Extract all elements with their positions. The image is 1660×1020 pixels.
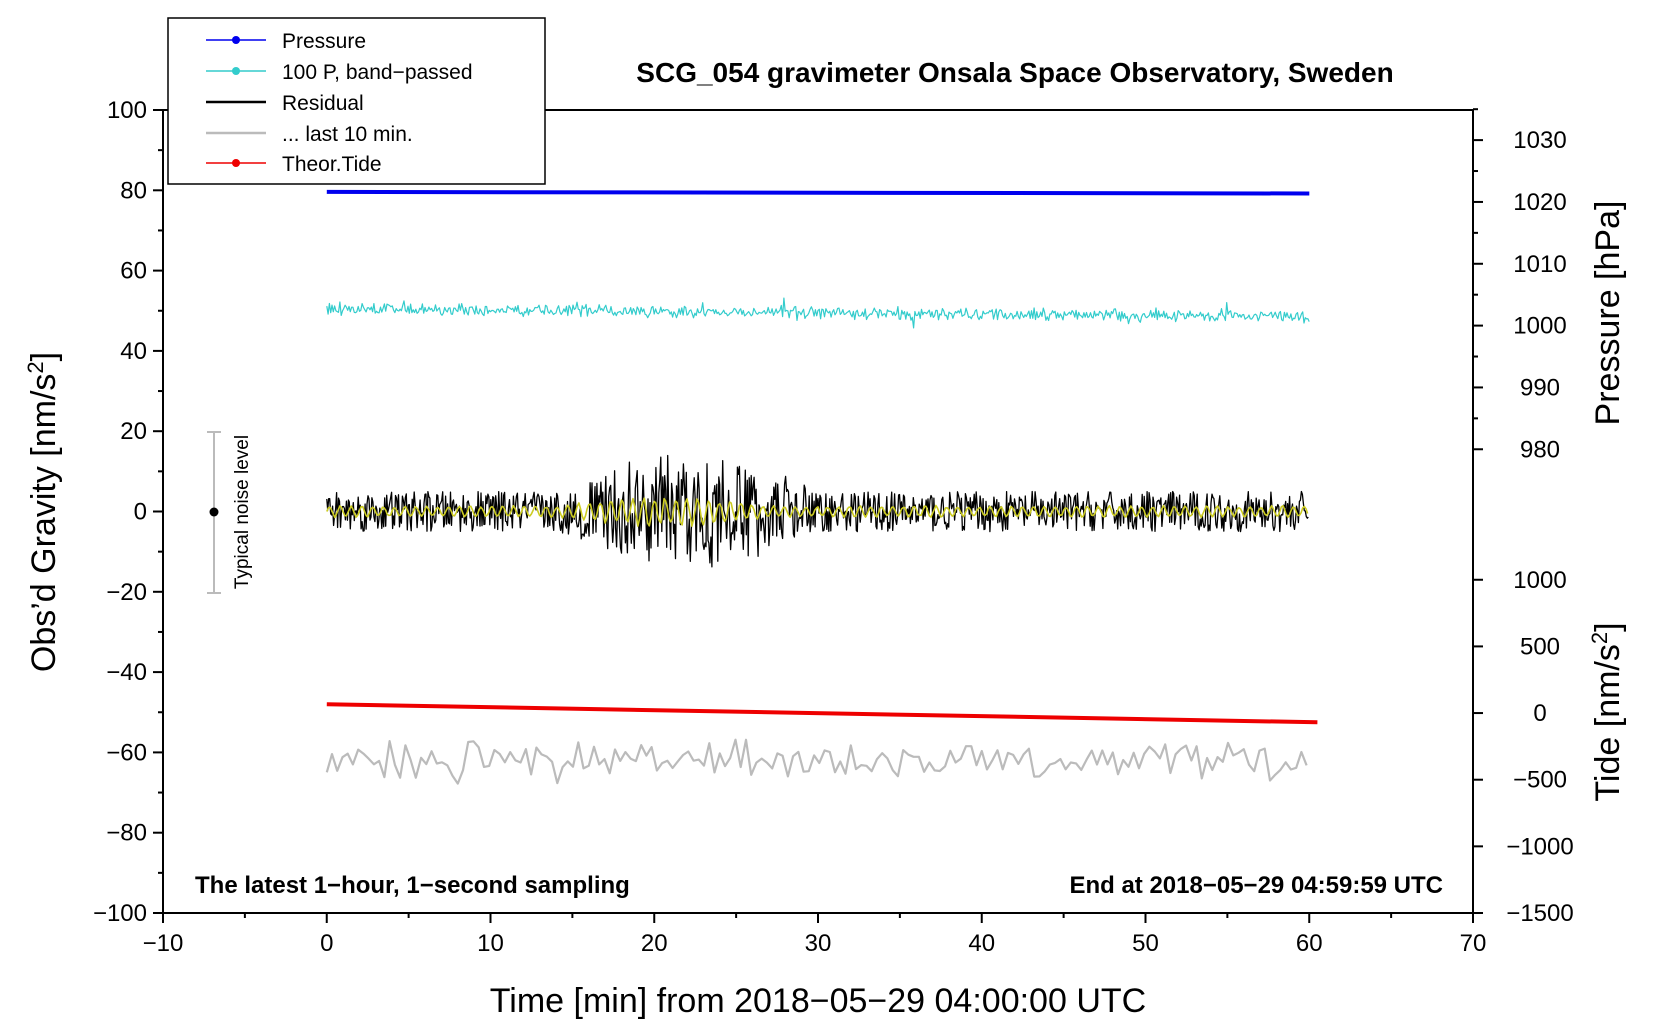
series-pressure-line	[326, 189, 1310, 196]
x-tick-label: 40	[968, 930, 995, 957]
annotation-bottom-right: End at 2018−05−29 04:59:59 UTC	[1069, 872, 1443, 899]
tide-tick-label: −500	[1513, 767, 1567, 794]
series-residual-line	[326, 454, 1309, 568]
x-tick-label: −10	[143, 930, 184, 957]
x-tick-label: 70	[1460, 930, 1487, 957]
y-left-tick-label: 60	[120, 258, 147, 285]
tide-axis-ticks: 1000 500 0 −500 −1000 −1500	[1473, 567, 1574, 927]
pressure-tick-label: 990	[1520, 374, 1560, 401]
pressure-tick-label: 980	[1520, 436, 1560, 463]
tide-tick-label: 1000	[1513, 567, 1566, 594]
x-tick-label: 60	[1296, 930, 1323, 957]
tide-tick-label: 0	[1533, 700, 1546, 727]
y-left-tick-label: −20	[106, 579, 147, 606]
x-tick-label: 50	[1132, 930, 1159, 957]
series-layer	[325, 189, 1318, 785]
legend-item-last-10-min: ... last 10 min.	[206, 123, 413, 146]
legend-item-band-passed: 100 P, band−passed	[206, 61, 473, 84]
series-residual-filtered-line	[326, 497, 1309, 527]
x-tick-label: 30	[805, 930, 832, 957]
legend-item-residual: Residual	[206, 92, 364, 115]
noise-level-indicator: Typical noise level	[207, 431, 253, 594]
y-left-axis-ticks: 100 80 60 40 20 0 −20 −40 −60 −80 −100	[93, 97, 163, 927]
y-left-tick-label: −100	[93, 900, 147, 927]
legend-label-band-passed: 100 P, band−passed	[282, 61, 473, 84]
x-tick-label: 10	[477, 930, 504, 957]
y-left-tick-label: −40	[106, 659, 147, 686]
pressure-axis-ticks: 1030 1020 1010 1000 990 980	[1473, 108, 1567, 463]
series-band-passed-line	[326, 297, 1310, 329]
x-axis-title: Time [min] from 2018−05−29 04:00:00 UTC	[490, 982, 1146, 1020]
series-last-10-min-line	[325, 738, 1308, 785]
legend-marker-band-passed	[232, 67, 240, 75]
noise-bar-dot	[209, 507, 219, 517]
x-tick-label: 20	[641, 930, 668, 957]
y-left-tick-label: 20	[120, 418, 147, 445]
chart-title: SCG_054 gravimeter Onsala Space Observat…	[636, 57, 1393, 88]
legend-item-pressure: Pressure	[206, 30, 366, 53]
tide-tick-label: 500	[1520, 633, 1560, 660]
legend-label-pressure: Pressure	[282, 30, 366, 53]
y-left-axis-title-end: ]	[25, 352, 63, 361]
pressure-tick-label: 1010	[1513, 251, 1566, 278]
y-left-axis-title: Obs’d Gravity [nm/s2]	[23, 352, 63, 672]
tide-axis-title-sup: 2	[1587, 632, 1612, 644]
x-axis-ticks: −10 0 10 20 30 40 50 60 70	[143, 913, 1487, 957]
noise-bar-label: Typical noise level	[232, 435, 253, 589]
tide-tick-label: −1000	[1506, 833, 1573, 860]
annotation-bottom-left: The latest 1−hour, 1−second sampling	[195, 872, 630, 899]
legend: Pressure 100 P, band−passed Residual ...…	[167, 17, 546, 185]
legend-marker-pressure	[232, 36, 240, 44]
series-theor-tide-line	[326, 702, 1318, 725]
y-left-tick-label: −60	[106, 739, 147, 766]
y-left-axis-title-sup: 2	[23, 361, 48, 373]
y-left-tick-label: 80	[120, 177, 147, 204]
tide-axis-title-end: ]	[1589, 622, 1627, 631]
tide-axis-title: Tide [nm/s2]	[1587, 622, 1627, 801]
x-tick-label: 0	[320, 930, 333, 957]
y-left-tick-label: 100	[107, 97, 147, 124]
y-left-axis-title-main: Obs’d Gravity [nm/s	[25, 374, 63, 673]
tide-axis-title-main: Tide [nm/s	[1589, 644, 1627, 801]
pressure-axis-title: Pressure [hPa]	[1589, 201, 1627, 426]
tide-tick-label: −1500	[1506, 900, 1573, 927]
legend-item-theor-tide: Theor.Tide	[206, 153, 382, 176]
pressure-tick-label: 1000	[1513, 313, 1566, 340]
pressure-tick-label: 1030	[1513, 127, 1566, 154]
legend-label-residual: Residual	[282, 92, 364, 115]
legend-label-theor-tide: Theor.Tide	[282, 153, 382, 176]
y-left-tick-label: −80	[106, 820, 147, 847]
y-left-tick-label: 0	[134, 499, 147, 526]
y-left-tick-label: 40	[120, 338, 147, 365]
legend-label-last-10-min: ... last 10 min.	[282, 123, 413, 146]
pressure-tick-label: 1020	[1513, 189, 1566, 216]
legend-marker-theor-tide	[232, 159, 240, 167]
